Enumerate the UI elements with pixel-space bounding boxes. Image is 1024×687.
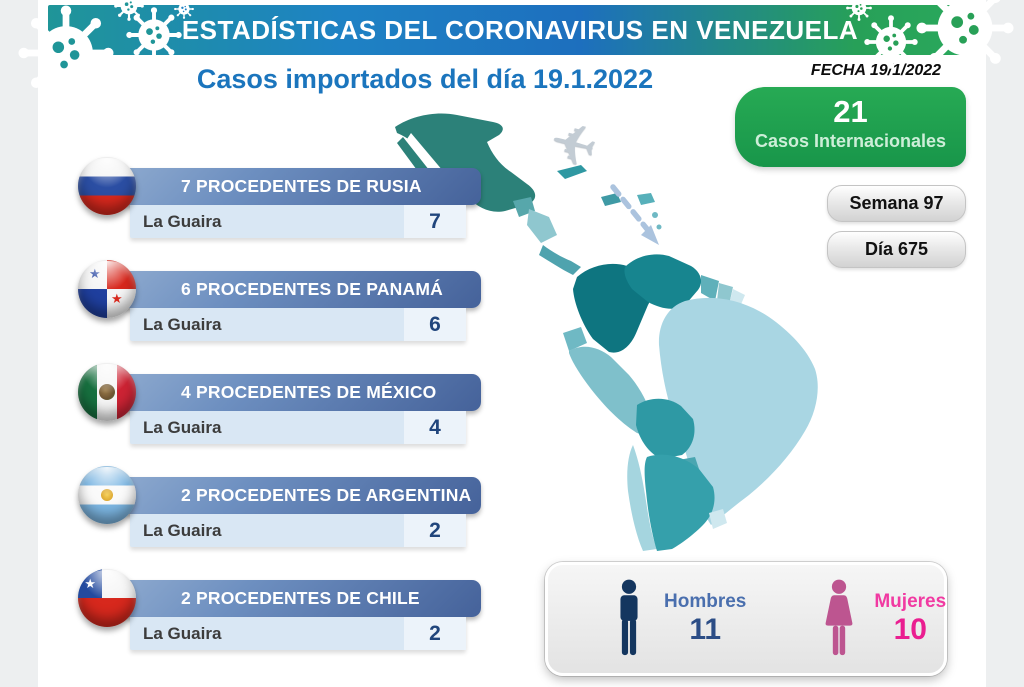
men-value: 11 [689,613,722,646]
import-item-rusia: 7 PROCEDENTES DE RUSIA La Guaira 7 [78,157,485,238]
woman-icon [825,579,853,656]
eagle-emblem-icon [99,384,115,400]
origin-label: La Guaira [143,520,222,540]
import-header: 4 PROCEDENTES DE MÉXICO [95,374,481,411]
import-row: La Guaira 4 [130,411,466,444]
import-header-label: 2 PROCEDENTES DE CHILE [181,588,420,608]
import-item-chile: 2 PROCEDENTES DE CHILE La Guaira 2 [78,569,485,650]
sun-icon [101,489,113,501]
men-label: Hombres [664,591,747,612]
case-count: 2 [404,514,466,547]
content-area: ESTADÍSTICAS DEL CORONAVIRUS EN VENEZUEL… [38,0,986,687]
import-header-label: 2 PROCEDENTES DE ARGENTINA [181,485,472,505]
import-row: La Guaira 6 [130,308,466,341]
women-value: 10 [893,613,927,646]
import-header: 2 PROCEDENTES DE ARGENTINA [95,477,481,514]
import-header-label: 4 PROCEDENTES DE MÉXICO [181,382,437,402]
star-icon [78,569,103,598]
origin-label: La Guaira [143,623,222,643]
men-group: Hombres 11 [610,579,746,659]
import-item-panama: 6 PROCEDENTES DE PANAMÁ La Guaira 6 [78,260,485,341]
case-count: 6 [404,308,466,341]
russia-flag-icon [78,157,136,215]
import-header-label: 7 PROCEDENTES DE RUSIA [181,176,422,196]
women-group: Mujeres 10 [820,579,946,659]
latam-map [395,113,818,551]
case-count: 7 [404,205,466,238]
gender-panel: Hombres 11 Mujeres 10 [545,562,947,676]
import-row: La Guaira 2 [130,617,466,650]
import-row: La Guaira 7 [130,205,466,238]
chile-flag-icon [78,569,136,627]
import-header: 2 PROCEDENTES DE CHILE [95,580,481,617]
total-cases-box: 21 Casos Internacionales [735,87,966,167]
flight-route-arrow [610,184,659,245]
origin-label: La Guaira [143,211,222,231]
week-badge: Semana 97 [827,185,966,222]
origin-label: La Guaira [143,314,222,334]
panama-flag-icon [78,260,136,318]
man-icon [620,579,638,656]
import-header: 6 PROCEDENTES DE PANAMÁ [95,271,481,308]
import-header: 7 PROCEDENTES DE RUSIA [95,168,481,205]
total-cases-label: Casos Internacionales [754,131,947,151]
import-row: La Guaira 2 [130,514,466,547]
origin-label: La Guaira [143,417,222,437]
header-banner: ESTADÍSTICAS DEL CORONAVIRUS EN VENEZUEL… [48,0,966,55]
argentina-flag-icon [78,466,136,524]
women-label: Mujeres [874,591,947,612]
import-item-argentina: 2 PROCEDENTES DE ARGENTINA La Guaira 2 [78,466,485,547]
day-badge: Día 675 [827,231,966,268]
total-cases-value: 21 [833,94,868,129]
case-count: 2 [404,617,466,650]
banner-title: ESTADÍSTICAS DEL CORONAVIRUS EN VENEZUEL… [181,14,859,45]
mexico-flag-icon [78,363,136,421]
import-item-mexico: 4 PROCEDENTES DE MÉXICO La Guaira 4 [78,363,485,444]
import-header-label: 6 PROCEDENTES DE PANAMÁ [181,279,443,299]
page-title: Casos importados del día 19.1.2022 [196,64,654,94]
case-count: 4 [404,411,466,444]
